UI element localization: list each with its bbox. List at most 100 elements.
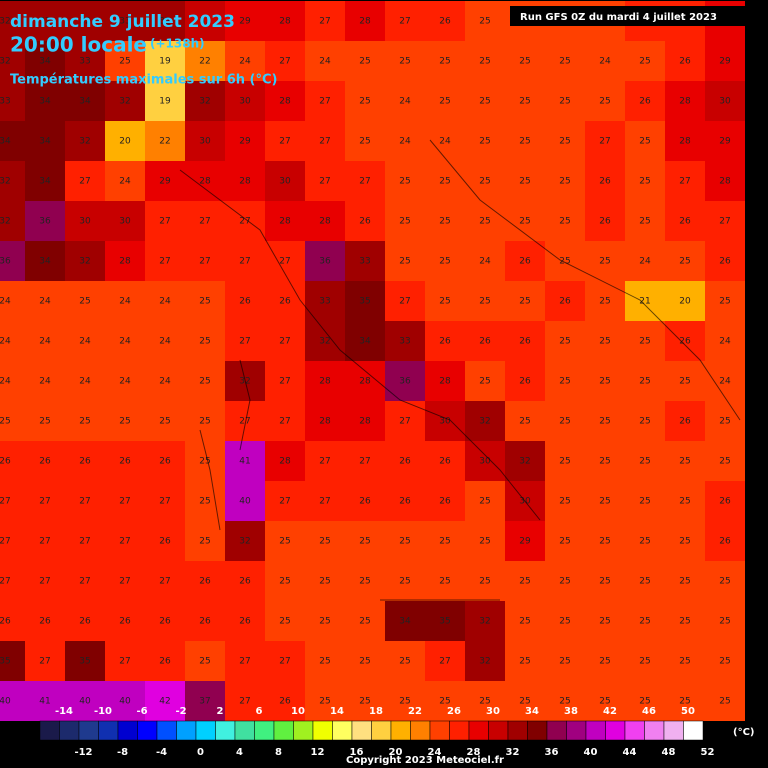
cell-value: 25 bbox=[679, 657, 690, 667]
cell-value: 26 bbox=[359, 217, 371, 227]
cell-value: 26 bbox=[559, 297, 571, 307]
cell bbox=[425, 641, 465, 681]
legend-tick-label: -4 bbox=[156, 747, 167, 758]
cell-value: 25 bbox=[319, 657, 330, 667]
cell bbox=[705, 441, 745, 481]
cell-value: 25 bbox=[559, 377, 570, 387]
cell-value: 32 bbox=[319, 337, 330, 347]
cell bbox=[545, 681, 585, 721]
cell-value: 19 bbox=[159, 97, 171, 107]
cell-value: 24 bbox=[719, 377, 731, 387]
cell-value: 25 bbox=[439, 177, 450, 187]
cell bbox=[505, 641, 545, 681]
cell bbox=[0, 481, 25, 521]
cell-value: 27 bbox=[39, 657, 50, 667]
cell-value: 26 bbox=[439, 497, 451, 507]
cell bbox=[545, 281, 585, 321]
cell bbox=[585, 41, 625, 81]
legend-tick-label: 8 bbox=[275, 747, 282, 758]
cell-value: 25 bbox=[719, 297, 730, 307]
cell-value: 25 bbox=[479, 577, 490, 587]
cell bbox=[65, 641, 105, 681]
cell-value: 25 bbox=[599, 697, 610, 707]
cell-value: 27 bbox=[679, 177, 690, 187]
cell bbox=[425, 401, 465, 441]
legend-tick-label: 38 bbox=[564, 706, 578, 717]
cell-value: 24 bbox=[0, 377, 11, 387]
cell-value: 25 bbox=[639, 137, 650, 147]
cell-value: 25 bbox=[559, 177, 570, 187]
cell-value: 35 bbox=[359, 297, 370, 307]
cell bbox=[545, 161, 585, 201]
cell bbox=[105, 81, 145, 121]
legend-swatch bbox=[410, 720, 431, 741]
cell-value: 35 bbox=[79, 657, 90, 667]
cell bbox=[665, 401, 705, 441]
cell-value: 34 bbox=[39, 177, 51, 187]
cell-value: 25 bbox=[279, 537, 290, 547]
cell bbox=[265, 81, 305, 121]
cell bbox=[225, 201, 265, 241]
legend-swatch bbox=[585, 720, 606, 741]
cell-value: 26 bbox=[719, 497, 731, 507]
cell-value: 26 bbox=[279, 297, 291, 307]
cell bbox=[665, 681, 705, 721]
cell bbox=[185, 481, 225, 521]
cell bbox=[225, 1, 265, 41]
cell-value: 27 bbox=[279, 137, 290, 147]
cell bbox=[505, 441, 545, 481]
cell bbox=[425, 321, 465, 361]
cell bbox=[545, 641, 585, 681]
cell-value: 25 bbox=[319, 697, 330, 707]
legend-tick-label: 40 bbox=[584, 747, 598, 758]
cell bbox=[0, 41, 25, 81]
legend-swatch bbox=[273, 720, 294, 741]
cell-value: 27 bbox=[359, 457, 370, 467]
cell-value: 28 bbox=[239, 177, 251, 187]
cell-value: 25 bbox=[479, 497, 490, 507]
cell-value: 25 bbox=[399, 537, 410, 547]
cell bbox=[585, 241, 625, 281]
cell bbox=[305, 561, 345, 601]
cell-value: 20 bbox=[119, 137, 131, 147]
legend-swatch bbox=[566, 720, 587, 741]
cell-value: 27 bbox=[239, 217, 250, 227]
cell bbox=[385, 241, 425, 281]
cell-value: 25 bbox=[679, 457, 690, 467]
cell bbox=[145, 561, 185, 601]
cell-value: 19 bbox=[159, 57, 171, 67]
legend-swatch bbox=[605, 720, 626, 741]
cell bbox=[305, 121, 345, 161]
cell bbox=[25, 201, 65, 241]
cell bbox=[105, 681, 145, 721]
cell bbox=[265, 641, 305, 681]
cell bbox=[345, 241, 385, 281]
cell bbox=[345, 1, 385, 41]
cell-value: 34 bbox=[39, 57, 51, 67]
legend-swatch bbox=[39, 720, 60, 741]
cell-value: 26 bbox=[399, 457, 411, 467]
cell bbox=[105, 441, 145, 481]
cell-value: 32 bbox=[519, 457, 530, 467]
legend-swatch bbox=[371, 720, 392, 741]
cell bbox=[345, 361, 385, 401]
cell bbox=[0, 401, 25, 441]
legend-tick-label: 48 bbox=[662, 747, 676, 758]
cell bbox=[265, 201, 305, 241]
cell bbox=[105, 641, 145, 681]
cell bbox=[0, 241, 25, 281]
cell bbox=[705, 361, 745, 401]
cell-value: 26 bbox=[159, 537, 171, 547]
cell-value: 25 bbox=[519, 217, 530, 227]
cell bbox=[25, 521, 65, 561]
cell-value: 26 bbox=[679, 337, 691, 347]
legend-swatch bbox=[507, 720, 528, 741]
cell-value: 27 bbox=[279, 497, 290, 507]
cell bbox=[585, 281, 625, 321]
cell bbox=[705, 561, 745, 601]
cell-value: 32 bbox=[239, 537, 250, 547]
cell-value: 28 bbox=[719, 177, 731, 187]
cell-value: 26 bbox=[159, 457, 171, 467]
cell bbox=[625, 161, 665, 201]
cell bbox=[545, 41, 585, 81]
